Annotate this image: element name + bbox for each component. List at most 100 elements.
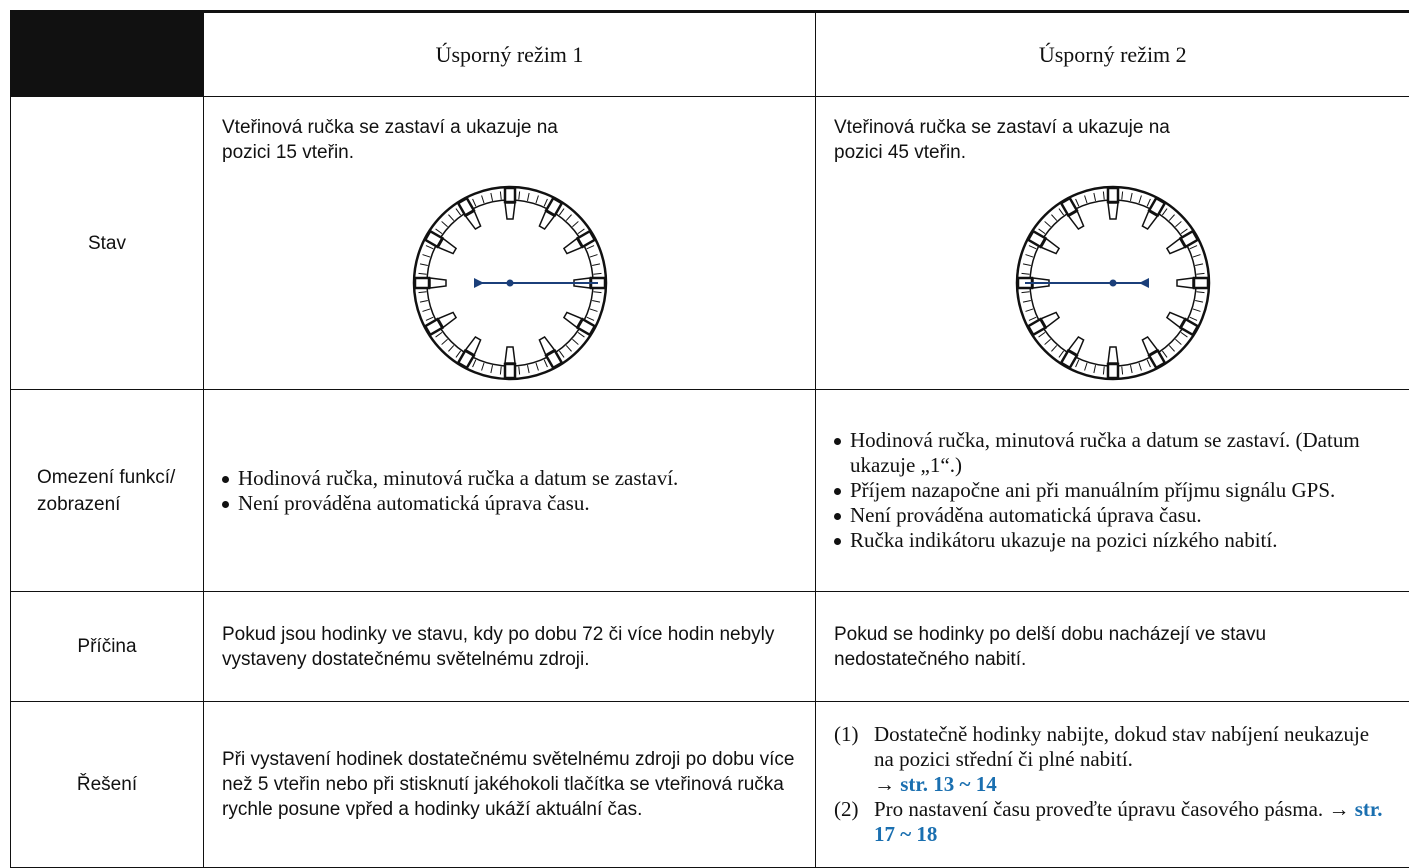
- index: [438, 239, 457, 256]
- corner-cell: [11, 12, 204, 97]
- watch-part: [562, 311, 594, 335]
- watch-part: [1028, 231, 1060, 255]
- watch-part: [425, 317, 432, 320]
- watch-part: [1061, 198, 1085, 230]
- line: Vteřinová ručka se zastaví a ukazuje na: [222, 115, 797, 140]
- cell: Vteřinová ručka se zastaví a ukazuje na …: [204, 97, 816, 390]
- watch-face: [410, 183, 610, 383]
- cell: (1)Dostatečně hodinky nabijte, dokud sta…: [816, 702, 1409, 868]
- watch-part: [537, 336, 561, 368]
- watch-part: [562, 231, 594, 255]
- bullet: Ručka indikátoru ukazuje na pozici nízké…: [834, 528, 1406, 553]
- watch-part: [1108, 188, 1118, 219]
- index: [1041, 239, 1060, 256]
- watch-part: [1084, 196, 1086, 204]
- index: [505, 347, 515, 363]
- cell: Při vystavení hodinek dostatečnému světe…: [204, 702, 816, 868]
- watch-part: [422, 255, 430, 257]
- watch-part: [422, 309, 430, 311]
- watch-part: [1140, 198, 1164, 230]
- watch-part: [1162, 209, 1167, 215]
- watch-part: [481, 196, 483, 204]
- watch-part: [1196, 273, 1204, 274]
- comparison-table: Úsporný režim 1 Úsporný režim 2 Stav Vte…: [10, 10, 1409, 868]
- watch-part: [1122, 367, 1123, 375]
- watch-part: [566, 215, 571, 221]
- watch-part: [472, 199, 475, 206]
- watch-part: [420, 300, 428, 302]
- hand-pivot: [506, 280, 513, 287]
- watch-part: [1139, 363, 1141, 371]
- watch-part: [1025, 309, 1033, 311]
- watch-part: [1038, 332, 1044, 337]
- watch-part: [1103, 367, 1104, 375]
- watch-part: [1140, 336, 1164, 368]
- watch-part: [1139, 196, 1141, 204]
- index: [1140, 211, 1157, 230]
- hand-pivot: [1109, 280, 1116, 287]
- watch-part: [592, 300, 600, 302]
- row-label: Příčina: [11, 592, 204, 702]
- item-body: Dostatečně hodinky nabijte, dokud stav n…: [874, 722, 1392, 797]
- index: [1108, 347, 1118, 363]
- watch-part: [435, 332, 441, 337]
- watch-part: [1147, 199, 1150, 206]
- cell: Pokud jsou hodinky ve stavu, kdy po dobu…: [204, 592, 816, 702]
- watch-part: [1130, 365, 1132, 373]
- watch-part: [425, 246, 432, 249]
- watch-part: [1044, 339, 1050, 344]
- watch-part: [589, 255, 597, 257]
- cell: Vteřinová ručka se zastaví a ukazuje na …: [816, 97, 1409, 390]
- watch-part: [455, 351, 460, 357]
- watch-part: [1103, 192, 1104, 200]
- index: [430, 278, 446, 288]
- watch-part: [1059, 209, 1064, 215]
- watch-part: [1029, 317, 1036, 320]
- watch-part: [415, 278, 446, 288]
- watch-part: [566, 345, 571, 351]
- index: [465, 336, 482, 355]
- watch-part: [592, 264, 600, 266]
- watch-part: [472, 360, 475, 367]
- row: Omezení funkcí/ zobrazení Hodinová ručka…: [11, 390, 1409, 592]
- watch-part: [572, 339, 578, 344]
- hand-tail: [474, 278, 484, 288]
- bullet-list: Hodinová ručka, minutová ručka a datum s…: [834, 428, 1406, 553]
- index: [537, 211, 554, 230]
- watch-part: [577, 229, 583, 234]
- watch-part: [1028, 311, 1060, 335]
- index: [537, 336, 554, 355]
- bullet: Není prováděna automatická úprava času.: [222, 491, 797, 516]
- item-text: Dostatečně hodinky nabijte, dokud stav n…: [874, 722, 1369, 771]
- hour-marker: [415, 278, 429, 288]
- index: [562, 239, 581, 256]
- watch-part: [1169, 345, 1174, 351]
- index: [1068, 336, 1085, 355]
- watch-part: [1196, 292, 1204, 293]
- watch-part: [441, 221, 447, 226]
- hour-marker: [1194, 278, 1208, 288]
- watch-part: [490, 193, 492, 201]
- watch-part: [1029, 246, 1036, 249]
- watch-part: [1189, 317, 1196, 320]
- watch-part: [1193, 309, 1201, 311]
- watch-part: [455, 209, 460, 215]
- watch-part: [448, 215, 453, 221]
- watch-part: [527, 365, 529, 373]
- watch-part: [559, 351, 564, 357]
- watch-part: [1130, 193, 1132, 201]
- bullet: Příjem nazapočne ani při manuálním příjm…: [834, 478, 1406, 503]
- watch-part: [1044, 221, 1050, 226]
- index: [562, 311, 581, 328]
- watch-part: [544, 199, 547, 206]
- row: Řešení Při vystavení hodinek dostatečném…: [11, 702, 1409, 868]
- row-label: Stav: [11, 97, 204, 390]
- watch-part: [527, 193, 529, 201]
- page-link[interactable]: str. 13 ~ 14: [900, 772, 996, 796]
- watch-part: [1075, 199, 1078, 206]
- solution-item: (1)Dostatečně hodinky nabijte, dokud sta…: [834, 722, 1392, 797]
- index: [1140, 336, 1157, 355]
- header-cell: Úsporný režim 1: [204, 12, 816, 97]
